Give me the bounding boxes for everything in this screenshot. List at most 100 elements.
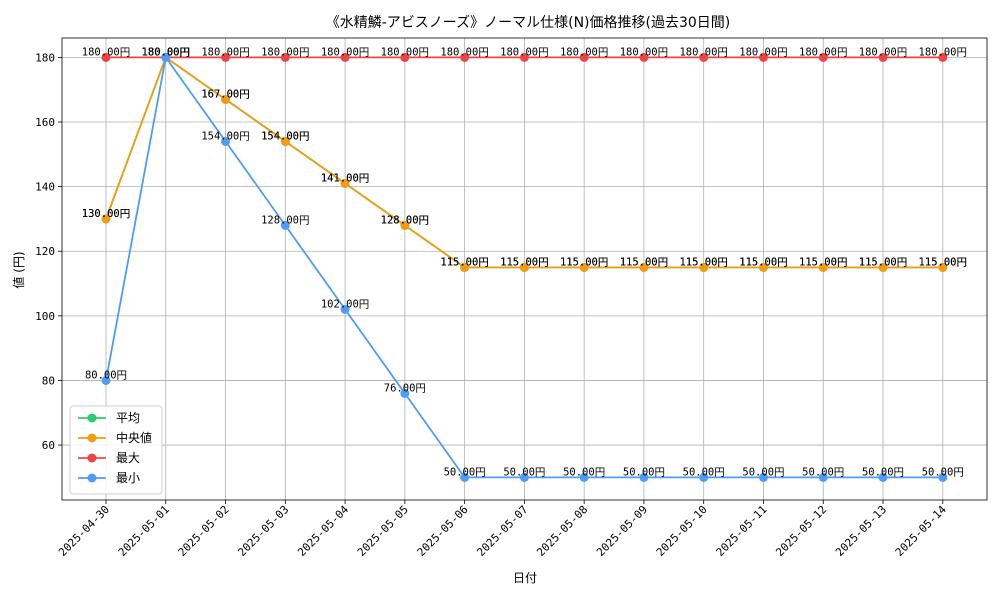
y-tick-label: 80 — [42, 374, 55, 387]
legend-label: 中央値 — [116, 430, 152, 445]
data-label: 50.00円 — [444, 466, 486, 478]
legend-item: 中央値 — [78, 430, 152, 445]
data-point — [460, 262, 470, 272]
data-label: 180.00円 — [201, 46, 249, 58]
data-point — [699, 472, 709, 482]
data-label: 180.00円 — [142, 46, 190, 58]
data-label: 115.00円 — [500, 256, 548, 268]
data-label: 115.00円 — [799, 256, 847, 268]
data-label: 128.00円 — [261, 214, 309, 226]
data-label: 115.00円 — [679, 256, 727, 268]
data-point — [519, 262, 529, 272]
legend-item: 平均 — [78, 411, 140, 425]
data-point — [460, 472, 470, 482]
data-label: 180.00円 — [799, 46, 847, 58]
data-label: 128.00円 — [381, 214, 429, 226]
data-label: 180.00円 — [919, 46, 967, 58]
x-axis-title: 日付 — [513, 571, 537, 585]
data-label: 141.00円 — [321, 172, 369, 184]
legend-label: 最小 — [116, 471, 140, 485]
legend-label: 最大 — [116, 451, 140, 465]
y-axis-title: 値 (円) — [11, 251, 26, 288]
data-label: 50.00円 — [563, 466, 605, 478]
data-label: 115.00円 — [739, 256, 787, 268]
data-label: 115.00円 — [620, 256, 668, 268]
legend-box — [69, 405, 163, 495]
data-label: 167.00円 — [201, 88, 249, 100]
data-label: 180.00円 — [321, 46, 369, 58]
data-label: 130.00円 — [82, 208, 130, 220]
data-label: 180.00円 — [859, 46, 907, 58]
data-label: 167.00円 — [201, 88, 249, 100]
data-label: 180.00円 — [142, 46, 190, 58]
x-tick-label: 2025-05-07 — [474, 503, 530, 559]
data-point — [280, 136, 290, 146]
data-label: 50.00円 — [742, 466, 784, 478]
data-label: 102.00円 — [321, 298, 369, 310]
series-4 — [101, 52, 948, 482]
data-label: 115.00円 — [919, 256, 967, 268]
x-tick-label: 2025-05-08 — [534, 503, 590, 559]
data-label: 115.00円 — [440, 256, 488, 268]
data-label: 115.00円 — [440, 256, 488, 268]
x-tick-label: 2025-05-04 — [295, 503, 351, 559]
data-label: 180.00円 — [142, 46, 190, 58]
data-point — [878, 262, 888, 272]
data-point — [161, 52, 171, 62]
data-label: 115.00円 — [739, 256, 787, 268]
data-label: 115.00円 — [500, 256, 548, 268]
y-tick-label: 60 — [42, 439, 55, 452]
data-label: 128.00円 — [381, 214, 429, 226]
data-point — [221, 136, 231, 146]
x-tick-label: 2025-05-10 — [654, 503, 710, 559]
data-point — [579, 52, 589, 62]
data-point — [818, 262, 828, 272]
data-label: 180.00円 — [142, 46, 190, 58]
data-label: 180.00円 — [560, 46, 608, 58]
data-point — [221, 94, 231, 104]
plot-frame — [61, 37, 988, 501]
data-point — [400, 52, 410, 62]
y-tick-label: 180 — [35, 51, 55, 64]
axes: 2025-04-30 2025-05-01 2025-05-02 2025-05-03… — [35, 37, 988, 559]
data-labels: 130.00円 180.00円 167.00円 154.00円 141.00円 128.0… — [82, 46, 967, 478]
chart-title: 《水精鱗-アビスノーズ》ノーマル仕様(N)価格推移(過去30日間) — [326, 15, 731, 31]
data-point — [280, 52, 290, 62]
data-point — [519, 52, 529, 62]
data-point — [878, 52, 888, 62]
data-label: 76.00円 — [384, 382, 426, 394]
data-point — [340, 52, 350, 62]
data-point — [460, 52, 470, 62]
data-point — [101, 375, 111, 385]
data-label: 50.00円 — [503, 466, 545, 478]
data-label: 50.00円 — [802, 466, 844, 478]
data-point — [101, 214, 111, 224]
y-tick-label: 100 — [35, 310, 55, 323]
y-tick-label: 140 — [35, 181, 55, 194]
data-point — [699, 262, 709, 272]
data-label: 180.00円 — [739, 46, 787, 58]
data-point — [878, 472, 888, 482]
legend-marker — [87, 413, 97, 423]
data-label: 115.00円 — [560, 256, 608, 268]
x-tick-label: 2025-05-09 — [594, 503, 650, 559]
data-label: 115.00円 — [859, 256, 907, 268]
data-point — [400, 388, 410, 398]
x-tick-label: 2025-05-02 — [176, 503, 232, 559]
data-point — [699, 52, 709, 62]
data-point — [101, 52, 111, 62]
legend-item: 最大 — [78, 451, 140, 465]
data-label: 180.00円 — [381, 46, 429, 58]
data-point — [938, 52, 948, 62]
legend-marker — [87, 433, 97, 443]
data-point — [758, 262, 768, 272]
data-label: 50.00円 — [623, 466, 665, 478]
data-label: 141.00円 — [321, 172, 369, 184]
data-point — [938, 262, 948, 272]
y-tick-label: 120 — [35, 245, 55, 258]
data-point — [579, 262, 589, 272]
data-label: 154.00円 — [261, 130, 309, 142]
x-tick-label: 2025-05-01 — [116, 503, 172, 559]
data-label: 180.00円 — [620, 46, 668, 58]
data-point — [340, 304, 350, 314]
